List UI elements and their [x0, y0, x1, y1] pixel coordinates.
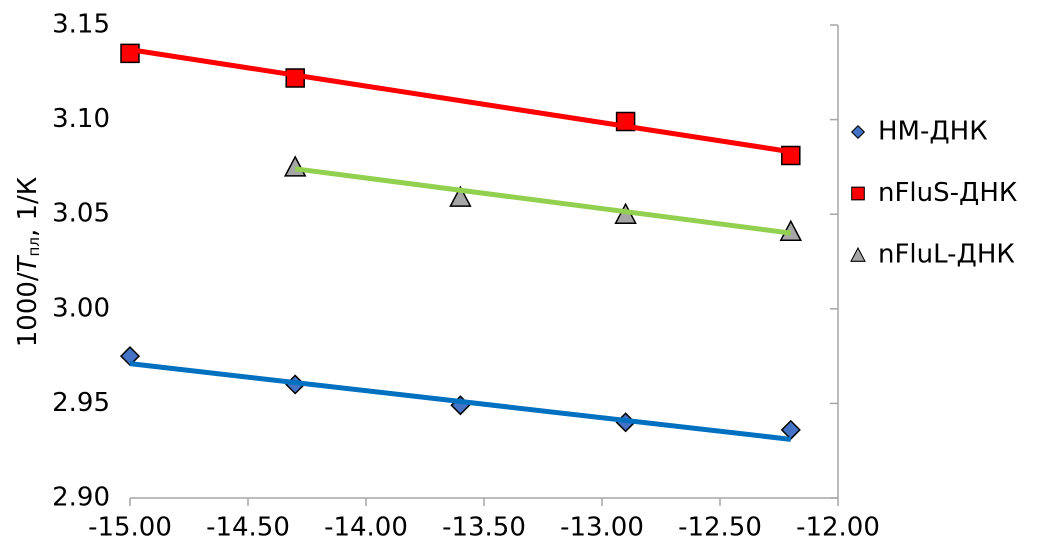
y-tick-label: 3.10: [52, 104, 110, 134]
x-tick-label: -15.00: [88, 513, 172, 543]
y-axis-label: 1000/Tпл, 1/К: [13, 177, 43, 348]
trend-line: [129, 47, 792, 155]
marker: [850, 246, 866, 262]
y-tick-label: 3.15: [52, 10, 110, 40]
trend-line: [129, 361, 792, 442]
trend-line: [294, 166, 792, 236]
x-tick-label: -12.50: [678, 513, 762, 543]
y-label-part: T: [13, 254, 43, 272]
legend-label: nFluS-ДНК: [878, 178, 1017, 208]
y-tick-label: 3.05: [52, 199, 110, 229]
marker: [120, 43, 140, 64]
y-label-part: пл: [25, 237, 43, 256]
y-label-part: , 1/К: [13, 177, 43, 237]
y-label-part: 1000/: [13, 272, 43, 347]
marker: [449, 185, 472, 207]
legend-label: nFluL-ДНК: [878, 240, 1015, 270]
legend-label: НМ-ДНК: [878, 117, 988, 147]
x-tick-label: -13.00: [560, 513, 644, 543]
x-tick-label: -14.00: [324, 513, 408, 543]
marker: [851, 186, 865, 201]
y-tick-label: 2.95: [52, 388, 110, 418]
marker: [283, 155, 307, 177]
marker: [850, 124, 866, 140]
x-tick-label: -12.00: [796, 513, 880, 543]
x-tick-label: -13.50: [442, 513, 526, 543]
x-tick-label: -14.50: [206, 513, 290, 543]
y-tick-label: 3.00: [52, 293, 110, 323]
y-tick-label: 2.90: [52, 483, 110, 513]
